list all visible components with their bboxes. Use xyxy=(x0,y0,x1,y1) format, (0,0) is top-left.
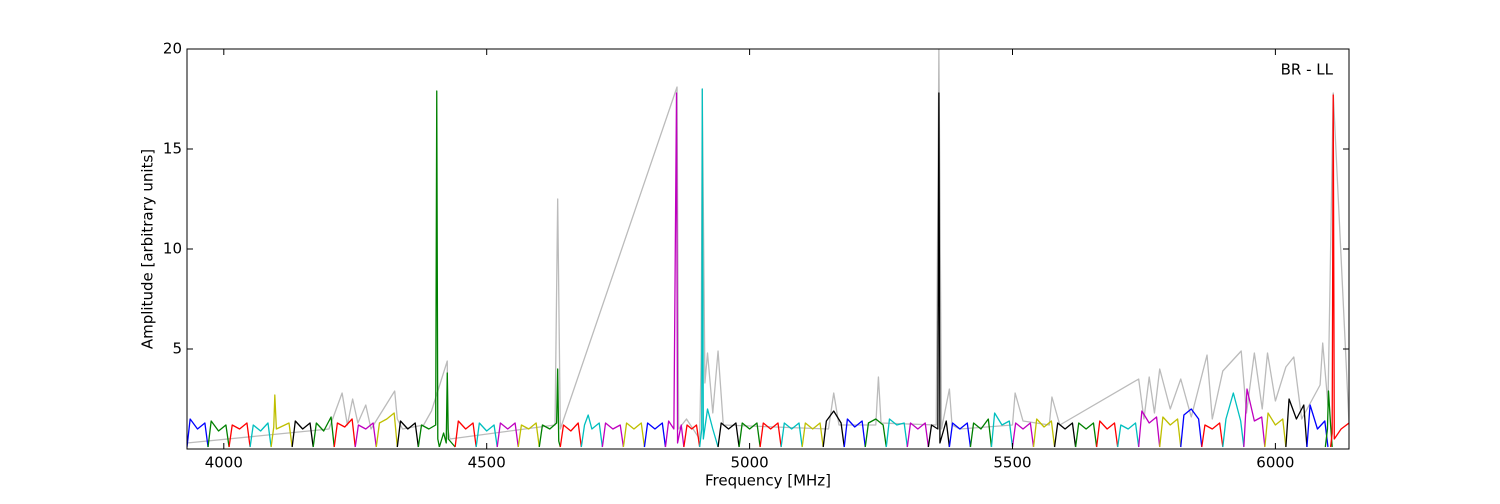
y-tick-label: 15 xyxy=(163,140,182,158)
x-tick-label: 4500 xyxy=(468,454,506,472)
spectrum-line xyxy=(664,92,685,448)
spectrum-line xyxy=(1053,422,1077,448)
spectrum-line xyxy=(517,422,540,448)
spectrum-line xyxy=(759,422,782,448)
spectrum-line xyxy=(187,418,209,448)
x-tick-label: 4000 xyxy=(205,454,243,472)
spectrum-line xyxy=(1117,422,1140,448)
spectrum-line xyxy=(699,88,719,448)
spectrum-line xyxy=(1222,392,1245,448)
spectrum-line xyxy=(417,90,441,448)
spectrum-line xyxy=(1285,398,1308,448)
x-tick-label: 6000 xyxy=(1256,454,1294,472)
spectrum-line xyxy=(801,422,824,448)
plot-lines xyxy=(187,49,1349,448)
spectrum-line xyxy=(496,422,519,448)
spectrum-line xyxy=(396,420,419,448)
spectrum-line xyxy=(1095,420,1119,448)
spectrum-line xyxy=(538,368,561,448)
spectrum-line xyxy=(601,422,625,448)
spectrum-line xyxy=(1243,388,1266,448)
spectrum-line xyxy=(1329,94,1349,448)
y-tick-label: 5 xyxy=(172,340,182,358)
spectrum-line xyxy=(438,372,456,448)
y-tick-label: 20 xyxy=(163,40,182,58)
spectrum-line xyxy=(1074,422,1098,448)
spectrum-line xyxy=(333,418,356,448)
spectrum-line xyxy=(843,418,866,448)
spectrum-line xyxy=(780,422,803,448)
spectrum-line xyxy=(622,422,646,448)
y-axis-label: Amplitude [arbitrary units] xyxy=(139,149,157,349)
spectrum-line xyxy=(1159,416,1182,448)
spectrum-line xyxy=(354,422,377,448)
spectrum-line xyxy=(375,412,398,448)
spectrum-line xyxy=(885,418,908,448)
spectrum-line xyxy=(643,422,667,448)
spectrum-line xyxy=(1138,410,1161,448)
spectrum-line xyxy=(906,422,930,448)
spectrum-line xyxy=(291,420,314,448)
spectrum-line xyxy=(187,49,1349,444)
spectrum-line xyxy=(475,422,498,448)
spectrum-line xyxy=(249,422,272,448)
spectrum-line xyxy=(580,414,604,448)
spectrum-line xyxy=(228,422,251,448)
spectrum-line xyxy=(948,422,972,448)
spectrum-line xyxy=(1201,422,1224,448)
spectrum-line xyxy=(1180,408,1203,448)
spectrum-line xyxy=(559,422,582,448)
annotation: BR - LL xyxy=(1281,61,1334,79)
spectrum-line xyxy=(270,394,293,448)
spectrum-line xyxy=(454,420,477,448)
spectrum-line xyxy=(1011,422,1035,448)
spectrum-line xyxy=(990,412,1014,448)
spectrum-line xyxy=(683,424,701,448)
spectrum-line xyxy=(207,420,230,448)
spectrum-line xyxy=(1032,418,1056,448)
x-axis-label: Frequency [MHz] xyxy=(705,472,831,490)
spectrum-line xyxy=(1324,390,1333,448)
spectrum-line xyxy=(864,418,887,448)
spectrum-line xyxy=(1306,404,1329,448)
y-tick-label: 10 xyxy=(163,240,182,258)
x-tick-label: 5000 xyxy=(731,454,769,472)
spectrum-line xyxy=(822,410,845,448)
spectrum-line xyxy=(969,418,993,448)
spectrum-line xyxy=(717,422,740,448)
spectrum-line xyxy=(738,422,761,448)
spectrum-line xyxy=(927,92,951,448)
spectrum-line xyxy=(312,416,335,448)
spectrum-line xyxy=(1264,412,1287,448)
x-tick-label: 5500 xyxy=(993,454,1031,472)
